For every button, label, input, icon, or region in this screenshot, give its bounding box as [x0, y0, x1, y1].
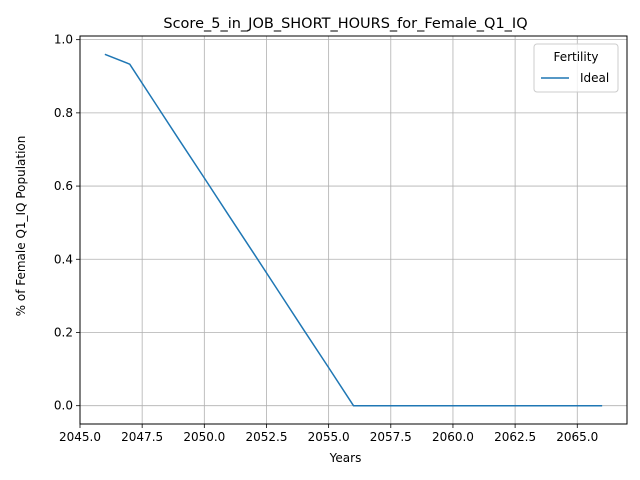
legend-title: Fertility — [553, 50, 598, 64]
y-tick-label: 0.4 — [54, 252, 73, 266]
y-tick-label: 0.6 — [54, 179, 73, 193]
x-tick-label: 2055.0 — [308, 430, 350, 444]
x-tick-label: 2050.0 — [183, 430, 225, 444]
x-axis: 2045.0 2047.5 2050.0 2052.5 2055.0 2057.5 2060… — [59, 424, 598, 444]
y-tick-label: 0.0 — [54, 399, 73, 413]
x-tick-label: 2060.0 — [432, 430, 474, 444]
x-axis-label: Years — [329, 451, 362, 465]
y-axis-label: % of Female Q1_IQ Population — [14, 136, 28, 317]
x-tick-label: 2062.5 — [494, 430, 536, 444]
chart-title: Score_5_in_JOB_SHORT_HOURS_for_Female_Q1… — [163, 16, 527, 32]
legend: Fertility Ideal — [533, 43, 619, 93]
y-tick-label: 1.0 — [54, 33, 73, 47]
series-line-ideal — [104, 53, 603, 407]
y-tick-label: 0.2 — [54, 325, 73, 339]
x-tick-label: 2052.5 — [245, 430, 287, 444]
y-axis: 0.0 0.2 0.4 0.6 0.8 1.0 — [54, 33, 80, 413]
series-layer — [104, 53, 603, 407]
x-tick-label: 2047.5 — [121, 430, 163, 444]
x-tick-label: 2045.0 — [59, 430, 101, 444]
y-tick-label: 0.8 — [54, 106, 73, 120]
legend-box — [533, 43, 619, 93]
plot-frame — [79, 35, 628, 425]
x-tick-label: 2057.5 — [370, 430, 412, 444]
legend-entry-ideal: Ideal — [580, 71, 609, 85]
x-tick-label: 2065.0 — [556, 430, 598, 444]
